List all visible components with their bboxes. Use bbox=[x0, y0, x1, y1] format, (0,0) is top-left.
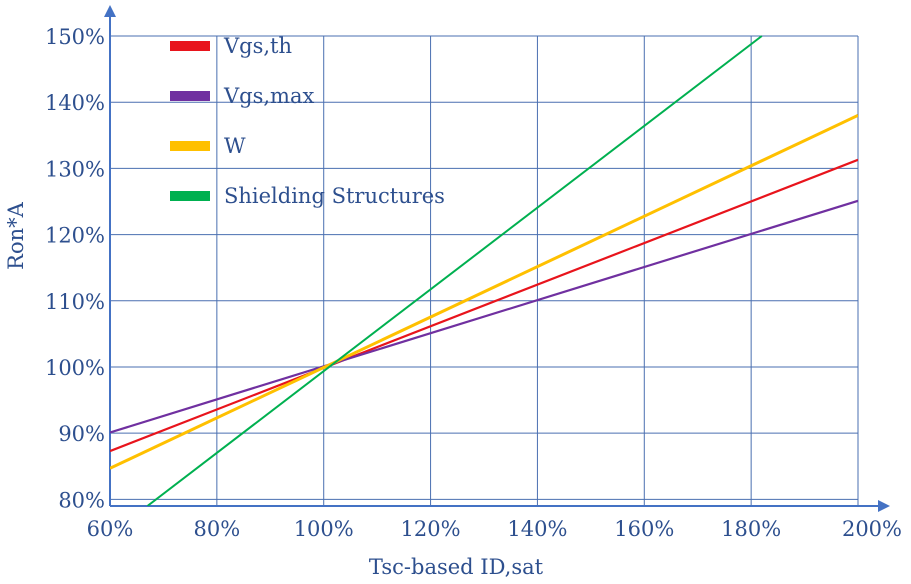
axes bbox=[104, 5, 890, 512]
x-axis-arrow bbox=[878, 500, 890, 512]
series-line-vgs-th bbox=[110, 158, 858, 453]
y-tick-label: 120% bbox=[45, 224, 105, 248]
x-tick-label: 160% bbox=[614, 517, 674, 541]
legend-swatch-w bbox=[170, 141, 210, 151]
legend-label-w: W bbox=[224, 134, 246, 158]
x-axis-title: Tsc-based ID,sat bbox=[369, 555, 544, 579]
y-tick-label: 110% bbox=[45, 290, 105, 314]
x-tick-label: 80% bbox=[194, 517, 241, 541]
series-line-vgs-max bbox=[110, 199, 858, 434]
y-tick-label: 100% bbox=[45, 356, 105, 380]
y-tick-label: 90% bbox=[58, 422, 105, 446]
x-tick-label: 60% bbox=[87, 517, 134, 541]
x-tick-label: 120% bbox=[401, 517, 461, 541]
y-tick-label: 130% bbox=[45, 157, 105, 181]
series-lines bbox=[110, 35, 858, 506]
y-axis-arrow bbox=[104, 5, 116, 17]
x-tick-label: 100% bbox=[294, 517, 354, 541]
x-tick-label: 200% bbox=[842, 517, 902, 541]
x-tick-label: 140% bbox=[507, 517, 567, 541]
legend: Vgs,th Vgs,max W Shielding Structures bbox=[170, 34, 445, 208]
legend-swatch-vgs-th bbox=[170, 41, 210, 51]
y-axis-title: Ron*A bbox=[4, 201, 28, 269]
y-tick-label: 140% bbox=[45, 91, 105, 115]
x-tick-label: 180% bbox=[721, 517, 781, 541]
tick-labels: 80% 90% 100% 110% 120% 130% 140% 150% 60% 80% 100%… bbox=[45, 25, 902, 541]
series-line-shielding-structures bbox=[146, 35, 763, 506]
legend-label-shielding-structures: Shielding Structures bbox=[224, 184, 445, 208]
series-line-w bbox=[110, 114, 858, 470]
legend-label-vgs-th: Vgs,th bbox=[223, 34, 292, 58]
y-tick-label: 80% bbox=[58, 488, 105, 512]
legend-swatch-shielding-structures bbox=[170, 191, 210, 201]
legend-swatch-vgs-max bbox=[170, 91, 210, 101]
y-tick-label: 150% bbox=[45, 25, 105, 49]
legend-label-vgs-max: Vgs,max bbox=[223, 84, 314, 108]
grid bbox=[110, 35, 859, 506]
